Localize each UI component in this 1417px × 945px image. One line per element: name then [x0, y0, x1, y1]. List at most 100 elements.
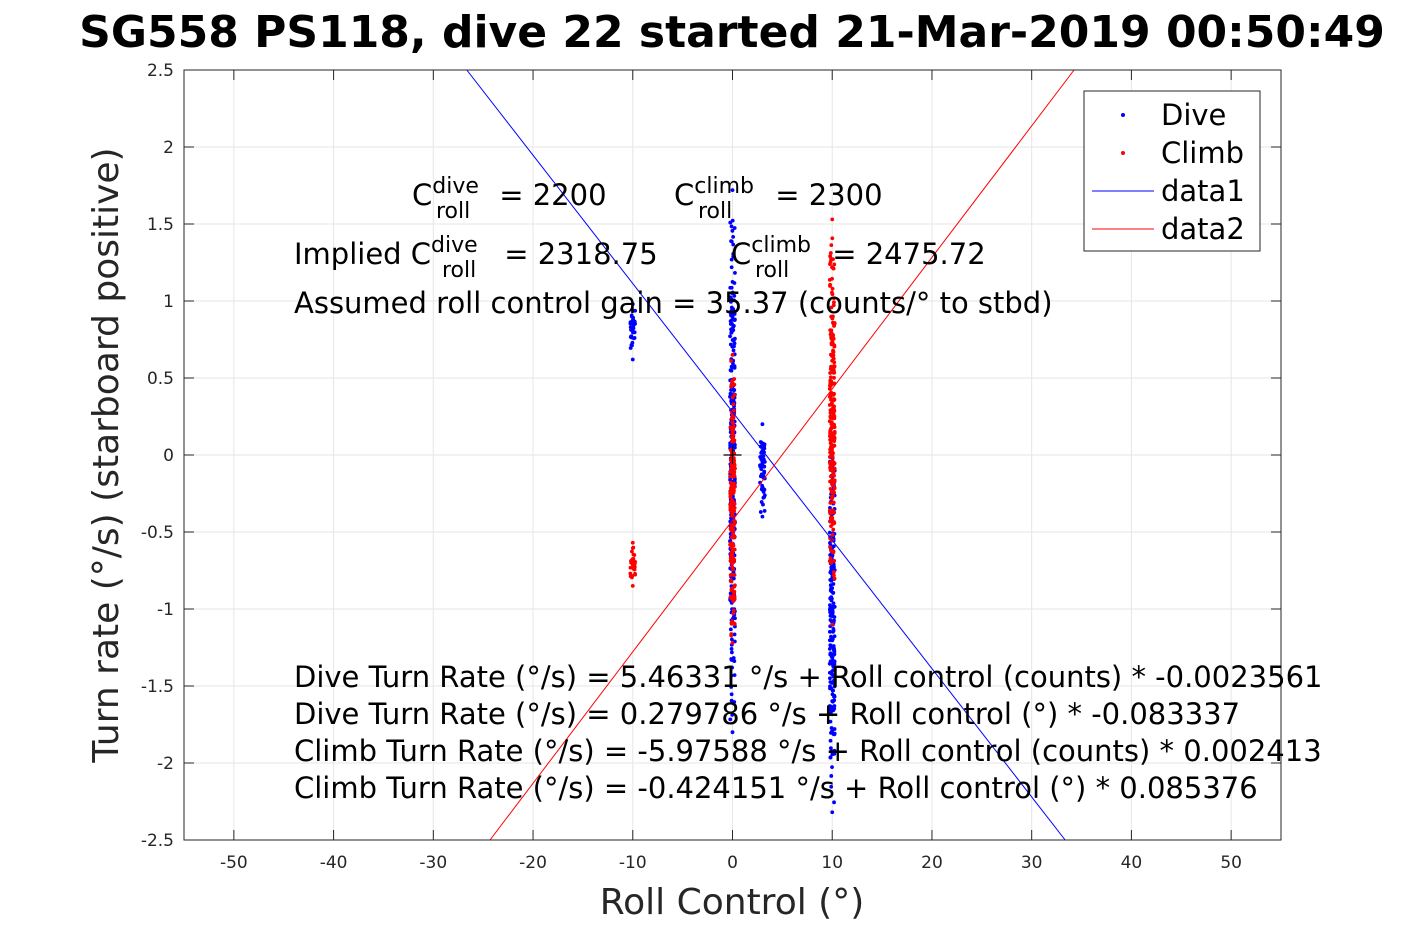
data-point-dive [832, 698, 837, 703]
data-point-climb [828, 486, 833, 491]
data-point-dive [760, 483, 765, 488]
data-point-climb [831, 333, 835, 337]
data-point-dive [730, 321, 734, 326]
data-point-climb [832, 576, 837, 581]
data-point-climb [831, 500, 836, 505]
fit-lines [466, 69, 1075, 841]
plot-frame [183, 69, 1282, 841]
data-point-climb [832, 391, 836, 396]
data-point-dive [729, 646, 734, 651]
data-point-dive [828, 746, 833, 751]
data-point-dive [629, 314, 634, 319]
legend-label-data2: data2 [1161, 212, 1245, 246]
data-point-climb [628, 574, 633, 579]
data-point-climb [729, 416, 734, 421]
data-point-climb [829, 425, 834, 430]
c-roll-dive-value: = 2200 [490, 178, 607, 212]
data-point-dive [732, 226, 737, 230]
data-point-dive [830, 765, 834, 769]
data-point-dive [758, 480, 762, 485]
data-point-climb [830, 286, 835, 291]
y-tick-label: 2.5 [147, 61, 174, 81]
data-point-dive [832, 748, 837, 753]
data-point-dive [830, 586, 835, 591]
data-point-dive [730, 188, 735, 193]
data-point-climb [829, 314, 834, 319]
data-point-climb [832, 407, 836, 412]
data-point-dive [732, 293, 737, 298]
data-point-climb [828, 408, 833, 413]
data-point-dive [731, 328, 736, 333]
data-point-climb [729, 506, 734, 511]
data-point-climb [730, 462, 735, 466]
data-point-dive [728, 297, 733, 302]
y-tick-label: 0.5 [147, 369, 174, 389]
data-point-climb [827, 386, 832, 391]
equation-climb-degrees: Climb Turn Rate (°/s) = -0.424151 °/s + … [294, 771, 1258, 805]
data-point-climb [831, 336, 836, 341]
data-point-dive [828, 738, 833, 743]
fit-line-data1 [466, 69, 1066, 841]
data-point-dive [733, 271, 737, 275]
data-point-dive [832, 681, 837, 686]
y-tick-label: 2 [163, 138, 174, 158]
data-point-dive [762, 509, 767, 513]
legend-label-climb: Climb [1161, 136, 1244, 170]
data-point-climb [731, 471, 736, 476]
data-point-climb [731, 611, 736, 616]
data-point-dive [829, 569, 833, 574]
data-point-climb [828, 414, 833, 419]
data-point-dive [729, 685, 734, 689]
data-point-climb [729, 359, 734, 363]
data-point-dive [832, 694, 837, 699]
data-point-climb [831, 462, 836, 467]
data-point-dive [732, 341, 737, 346]
data-point-dive [729, 305, 734, 310]
data-point-climb [732, 505, 737, 510]
data-point-climb [730, 573, 734, 577]
data-point-dive [729, 224, 734, 229]
fit-line-data2 [489, 69, 1075, 841]
data-point-dive [830, 708, 835, 713]
data-point-dive [730, 228, 735, 233]
data-point-dive [731, 348, 736, 353]
data-point-dive [828, 506, 832, 510]
data-point-dive [831, 582, 836, 586]
data-point-dive [732, 659, 737, 663]
x-tick-label: 30 [1021, 853, 1043, 873]
data-point-dive [728, 311, 733, 316]
data-point-climb [832, 466, 837, 471]
data-point-climb [630, 540, 635, 545]
data-point-climb [831, 353, 836, 358]
data-point-dive [759, 472, 764, 477]
data-point-climb [732, 534, 737, 538]
data-point-climb [827, 419, 832, 424]
data-point-climb [830, 494, 835, 499]
data-point-climb [827, 460, 832, 465]
data-point-climb [732, 589, 737, 594]
data-point-dive [827, 530, 832, 535]
data-point-dive [760, 459, 765, 464]
data-point-dive [828, 719, 833, 724]
legend-label-data1: data1 [1161, 174, 1245, 208]
data-point-climb [829, 243, 834, 248]
data-point-climb [828, 381, 833, 386]
c-roll-climb-base: C [674, 178, 694, 212]
x-tick-label: -50 [220, 853, 248, 873]
data-point-dive [729, 650, 734, 655]
data-point-climb [831, 368, 836, 373]
data-point-dive [732, 344, 736, 349]
data-point-dive [759, 451, 764, 455]
c-roll-climb-sub: roll [698, 199, 732, 224]
data-point-climb [830, 236, 835, 241]
data-point-climb [732, 519, 737, 524]
data-point-climb [832, 375, 836, 380]
data-point-climb [831, 521, 836, 526]
data-point-dive [731, 234, 736, 239]
data-point-dive [760, 422, 765, 427]
equation-dive-degrees: Dive Turn Rate (°/s) = 0.279786 °/s + Ro… [294, 697, 1240, 731]
data-point-climb [831, 471, 836, 476]
data-point-climb [731, 402, 736, 407]
data-point-dive [831, 601, 836, 606]
data-point-dive [829, 749, 834, 753]
